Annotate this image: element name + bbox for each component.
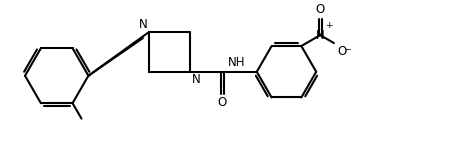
Text: NH: NH <box>228 56 246 69</box>
Text: −: − <box>343 44 350 53</box>
Text: N: N <box>316 29 325 42</box>
Text: N: N <box>139 18 148 31</box>
Text: N: N <box>191 73 200 86</box>
Text: O: O <box>337 45 346 58</box>
Text: +: + <box>325 21 333 30</box>
Text: O: O <box>316 3 325 16</box>
Text: O: O <box>218 96 227 108</box>
